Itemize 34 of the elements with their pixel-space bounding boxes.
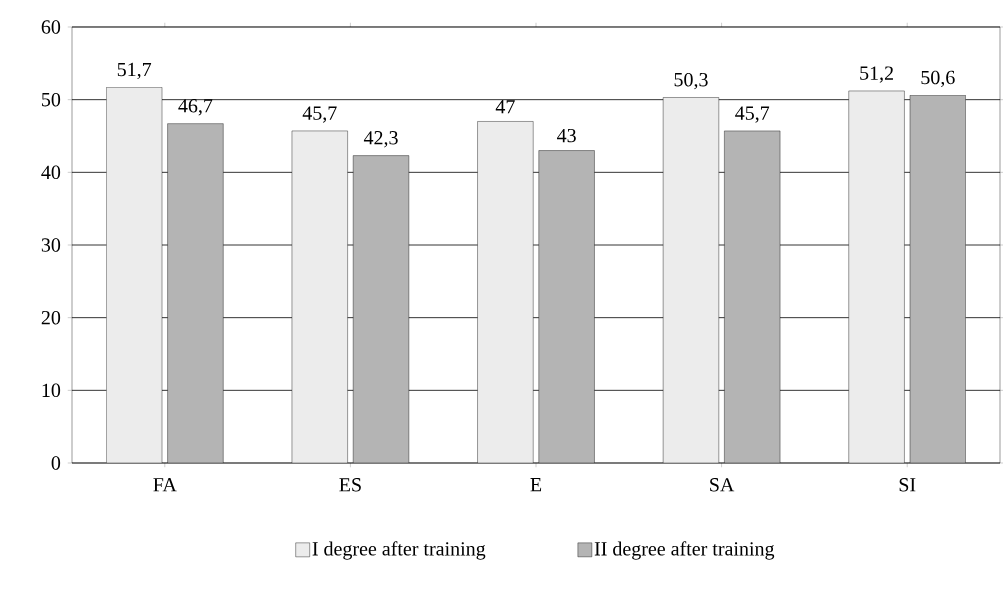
bar: [477, 121, 534, 463]
y-tick-label: 0: [51, 456, 61, 470]
y-tick-label: 40: [41, 165, 61, 180]
y-tick-label: 30: [41, 238, 61, 252]
data-label: 50,6: [921, 70, 955, 88]
y-tick-label: 10: [42, 383, 61, 398]
bar: [352, 155, 410, 463]
data-label: 51,7: [117, 62, 152, 80]
y-tick-label: 60: [41, 20, 61, 34]
data-label: 46,7: [178, 99, 213, 116]
data-label: 43: [557, 128, 576, 143]
data-label: 45,7: [302, 106, 337, 123]
legend-label: I degree after training: [312, 541, 486, 560]
bar: [909, 95, 966, 463]
data-label: 45,7: [735, 106, 770, 123]
x-tick-label: ES: [339, 478, 361, 492]
x-tick-label: SA: [710, 478, 735, 492]
x-tick-label: FA: [153, 478, 177, 492]
legend-label: II degree after training: [594, 541, 775, 560]
y-tick-label: 20: [41, 310, 61, 325]
data-label: 51,2: [860, 66, 893, 83]
x-tick-label: SI: [899, 478, 916, 492]
bar: [106, 87, 163, 463]
y-tick-label: 50: [42, 92, 61, 107]
bar: [724, 130, 781, 463]
bar: [538, 150, 595, 463]
x-tick-label: E: [530, 478, 542, 492]
bar: [291, 130, 348, 463]
data-label: 50,3: [674, 72, 708, 90]
bar: [662, 97, 720, 463]
data-label: 42,3: [363, 131, 398, 148]
data-label: 47: [495, 100, 515, 114]
bar: [167, 123, 224, 463]
bar: [848, 90, 905, 463]
